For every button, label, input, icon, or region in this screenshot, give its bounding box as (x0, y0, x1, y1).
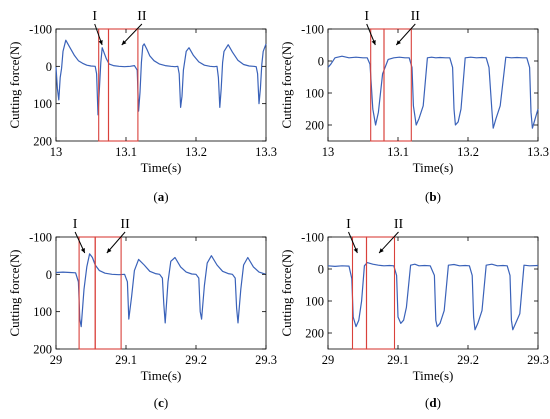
y-tick-label: -100 (29, 231, 52, 245)
y-tick-label: 100 (33, 305, 52, 319)
x-tick-label: 13.3 (255, 145, 277, 159)
x-axis-label: Time(s) (413, 160, 454, 175)
x-tick-label: 29 (322, 353, 335, 367)
x-tick-label: 29.3 (527, 353, 549, 367)
plot-frame (55, 236, 267, 350)
x-tick-label: 13.1 (387, 145, 409, 159)
region-label-ii: II (394, 217, 404, 232)
y-tick-label: 200 (33, 135, 52, 149)
y-tick-label: -100 (29, 23, 52, 37)
y-axis-label: Cutting force(N) (7, 249, 22, 336)
y-tick-label: -100 (301, 23, 324, 37)
series-line-0 (55, 39, 267, 116)
x-axis-label: Time(s) (141, 368, 182, 383)
y-tick-label: -100 (301, 231, 324, 245)
region-arrowhead-ii (121, 40, 127, 45)
x-tick-label: 29.1 (115, 353, 137, 367)
y-tick-label: 200 (305, 119, 324, 133)
series-line-0 (327, 55, 539, 129)
region-label-ii: II (137, 9, 147, 24)
region-label-i: I (92, 9, 97, 24)
x-tick-label: 29.3 (255, 353, 277, 367)
region-arrow-ii (395, 23, 416, 46)
region-arrowhead-ii (396, 40, 401, 45)
y-tick-label: 0 (318, 55, 324, 69)
x-tick-label: 29 (50, 353, 63, 367)
x-tick-label: 13.1 (115, 145, 137, 159)
x-tick-label: 13.2 (185, 145, 207, 159)
x-tick-label: 13.2 (457, 145, 479, 159)
x-tick-label: 13 (322, 145, 335, 159)
y-axis-label: Cutting force(N) (279, 41, 294, 128)
panel-label: (d) (425, 395, 441, 410)
y-tick-label: 0 (46, 60, 52, 74)
x-axis-label: Time(s) (413, 368, 454, 383)
x-tick-label: 13.3 (527, 145, 549, 159)
series-line-0 (327, 262, 539, 331)
region-label-ii: II (411, 9, 421, 24)
region-arrowhead-ii (379, 248, 384, 253)
y-tick-label: 0 (46, 268, 52, 282)
region-label-ii: II (120, 217, 130, 232)
region-arrow-ii (106, 231, 126, 254)
region-arrowhead-ii (106, 248, 112, 253)
region-box-ii (94, 236, 122, 350)
plot-frame (327, 28, 539, 142)
y-axis-label: Cutting force(N) (279, 249, 294, 336)
y-axis-label: Cutting force(N) (7, 41, 22, 128)
region-arrowhead-i (371, 40, 376, 45)
x-tick-label: 13 (50, 145, 63, 159)
plot-frame (55, 28, 267, 142)
region-arrowhead-i (353, 248, 358, 253)
y-tick-label: 200 (33, 343, 52, 357)
region-box-ii (107, 28, 139, 142)
series-line-0 (55, 253, 267, 328)
y-tick-label: 0 (318, 263, 324, 277)
y-tick-label: 100 (33, 97, 52, 111)
region-box-ii (365, 236, 396, 350)
region-arrow-ii (121, 23, 143, 46)
y-tick-label: 100 (305, 295, 324, 309)
x-tick-label: 29.2 (185, 353, 207, 367)
panel-label: (c) (154, 395, 168, 410)
x-axis-label: Time(s) (141, 160, 182, 175)
region-label-i: I (73, 217, 78, 232)
region-arrowhead-i (98, 40, 103, 45)
panel-label: (b) (425, 189, 441, 204)
plot-frame (327, 236, 539, 350)
x-tick-label: 29.1 (387, 353, 409, 367)
region-arrow-ii (378, 231, 399, 254)
region-arrowhead-i (80, 248, 85, 253)
region-label-i: I (346, 217, 351, 232)
panel-label: (a) (153, 189, 168, 204)
x-tick-label: 29.2 (457, 353, 479, 367)
region-label-i: I (364, 9, 369, 24)
y-tick-label: 200 (305, 327, 324, 341)
y-tick-label: 100 (305, 87, 324, 101)
